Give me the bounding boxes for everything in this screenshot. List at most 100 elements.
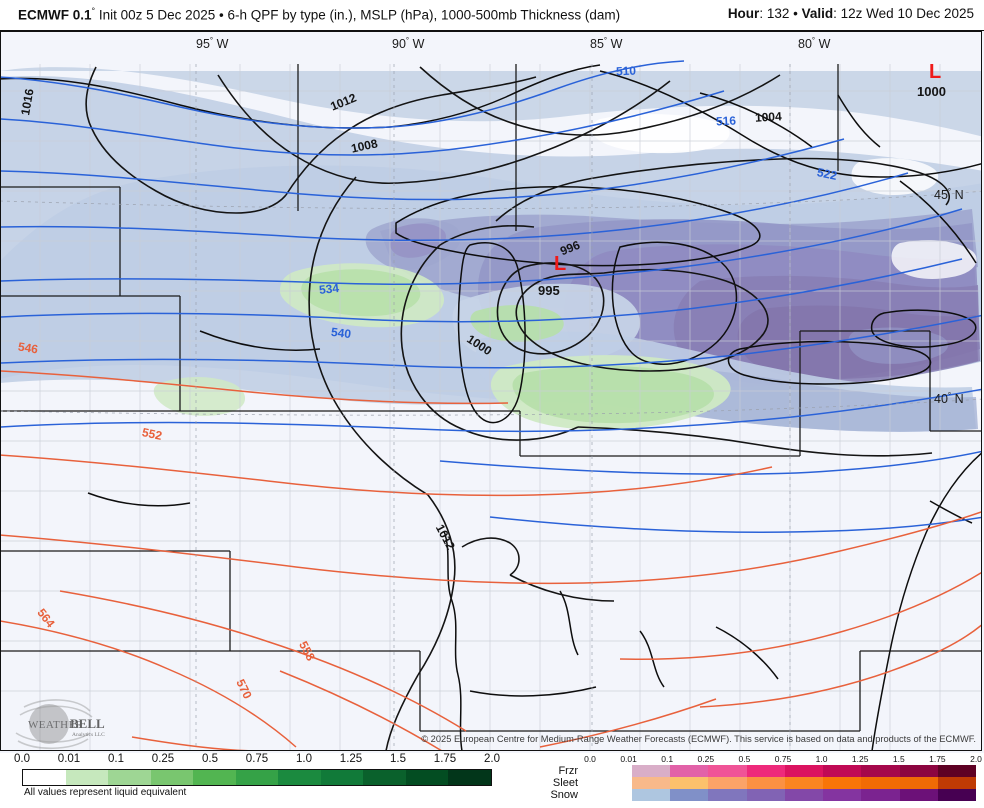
colorbar-swatch (823, 765, 862, 777)
graticule-lines (1, 64, 981, 750)
ptype-row-label-frzr: Frzr (558, 765, 578, 777)
mslp-label-1004: 1004 (754, 109, 783, 125)
colorbar-swatch (193, 770, 236, 785)
thickness-label-546: 546 (17, 339, 40, 357)
tick-label: 2.0 (970, 754, 982, 764)
header-valid-info: Hour: 132 • Valid: 12z Wed 10 Dec 2025 (727, 6, 974, 21)
colorbar-swatch (448, 770, 492, 785)
hour-label: Hour (727, 6, 760, 21)
low-pressure-value-ne: 1000 (917, 84, 946, 99)
tick-label: 0.25 (151, 753, 175, 765)
colorbar-swatch (405, 770, 449, 785)
thickness-label-510: 510 (615, 63, 637, 79)
ecmwf-attribution: © 2025 European Centre for Medium-Range … (421, 734, 976, 744)
graticule-label-80w: 80° W (798, 36, 831, 52)
weatherbell-watermark: WEATHER BELL Analytics LLC (14, 699, 134, 751)
tick-label: 1.75 (929, 754, 946, 764)
colorbar-swatch (708, 765, 747, 777)
coastline-great-lakes (1, 64, 981, 750)
valid-label: Valid (801, 6, 834, 21)
colorbar-swatch (708, 789, 747, 801)
graticule-label-85w: 85° W (590, 36, 623, 52)
qpf-tick-labels: 0.0 0.01 0.1 0.25 0.5 0.75 1.0 1.25 1.5 1.75 2.0 (14, 753, 500, 766)
init-time: Init 00z 5 Dec 2025 (98, 7, 216, 23)
thickness-contours-warm (1, 370, 981, 750)
qpf-legend-note: All values represent liquid equivalent (24, 787, 187, 798)
header-divider (0, 30, 984, 32)
mslp-contours (85, 66, 951, 750)
sleet-colorbar (632, 777, 976, 789)
field-description: 6-h QPF by type (in.), MSLP (hPa), 1000-… (227, 7, 621, 23)
tick-label: 0.01 (57, 753, 81, 765)
valid-value: 12z Wed 10 Dec 2025 (840, 6, 974, 21)
colorbar-swatch (670, 777, 709, 789)
weatherbell-logo-icon: WEATHER BELL Analytics LLC (15, 699, 105, 750)
state-boundaries (1, 64, 981, 732)
graticule-label-40n: 40° N (934, 391, 964, 407)
tick-label: 1.25 (339, 753, 363, 765)
thickness-contours-cold (1, 60, 981, 533)
graticule-label-95w: 95° W (196, 36, 229, 52)
tick-label: 0.5 (202, 753, 218, 765)
colorbar-swatch (235, 770, 279, 785)
colorbar-swatch (937, 777, 976, 789)
low-pressure-marker-main: L (554, 253, 567, 275)
tick-label: 1.0 (296, 753, 312, 765)
colorbar-swatch (861, 765, 900, 777)
header-separator-1: • (218, 7, 224, 23)
graticule-label-45n: 45° N (934, 187, 964, 203)
colorbar-swatch (861, 789, 900, 801)
header-title: ECMWF 0.1° Init 00z 5 Dec 2025 • 6-h QPF… (18, 6, 620, 23)
colorbar-swatch (108, 770, 151, 785)
thickness-label-516: 516 (715, 113, 737, 129)
qpf-green-shading-layer (153, 263, 731, 430)
header-separator-2: • (793, 6, 798, 21)
legend-area: 0.0 0.01 0.1 0.25 0.5 0.75 1.0 1.25 1.5 1.75 2.0 A… (0, 753, 984, 808)
tick-label: 0.75 (245, 753, 269, 765)
colorbar-swatch (746, 789, 785, 801)
colorbar-swatch (899, 765, 938, 777)
low-pressure-value-main: 995 (538, 283, 560, 298)
ptype-row-label-sleet: Sleet (552, 777, 578, 789)
tick-label: 0.1 (108, 753, 124, 765)
tick-label: 0.01 (620, 754, 637, 764)
tick-label: 2.0 (484, 753, 500, 765)
snow-shading-layer (1, 67, 981, 432)
tick-label: 1.25 (851, 754, 869, 764)
thickness-label-534: 534 (318, 280, 340, 298)
colorbar-swatch (632, 765, 671, 777)
colorbar-swatch (150, 770, 194, 785)
tick-label: 1.5 (892, 754, 905, 764)
ptype-tick-labels: 0.0 0.01 0.1 0.25 0.5 0.75 1.0 1.25 1.5 1.75 2.0 (584, 754, 982, 767)
header-bar: ECMWF 0.1° Init 00z 5 Dec 2025 • 6-h QPF… (0, 0, 984, 32)
tick-label: 0.0 (584, 754, 596, 764)
tick-label: 0.0 (14, 753, 30, 765)
svg-text:WEATHER: WEATHER (28, 719, 84, 731)
tick-label: 1.75 (433, 753, 457, 765)
tick-label: 0.75 (774, 754, 792, 764)
colorbar-swatch (823, 777, 862, 789)
colorbar-swatch (784, 777, 824, 789)
county-boundaries (1, 64, 981, 750)
colorbar-swatch (278, 770, 321, 785)
colorbar-swatch (937, 765, 976, 777)
snow-colorbar (632, 789, 976, 801)
colorbar-swatch (363, 770, 406, 785)
tick-label: 0.1 (661, 754, 674, 764)
tick-label: 1.5 (390, 753, 406, 765)
tick-label: 0.25 (697, 754, 715, 764)
tick-label: 0.5 (738, 754, 751, 764)
colorbar-swatch (632, 789, 671, 801)
colorbar-swatch (937, 789, 976, 801)
colorbar-swatch (320, 770, 364, 785)
weather-map[interactable]: 95° W 90° W 85° W 80° W 45° N 40° N 1016… (0, 31, 984, 753)
svg-text:Analytics LLC: Analytics LLC (72, 732, 105, 738)
colorbar-swatch (632, 777, 671, 789)
colorbar-swatch (708, 777, 747, 789)
model-resolution-degree: ° (91, 6, 96, 16)
low-pressure-marker-ne: L (929, 61, 942, 83)
colorbar-swatch (746, 777, 785, 789)
colorbar-swatch (65, 770, 109, 785)
tick-label: 1.0 (815, 754, 828, 764)
frzr-colorbar (632, 765, 976, 777)
